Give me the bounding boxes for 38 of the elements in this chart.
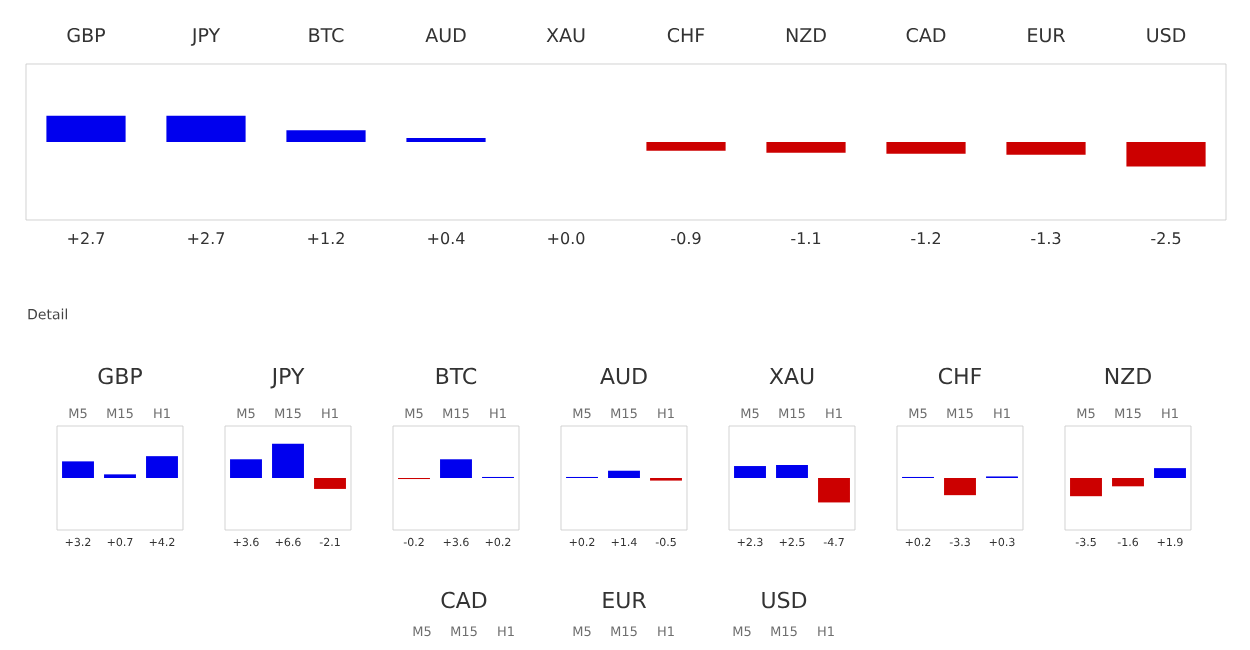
chart-title: CHF — [938, 367, 981, 385]
chart-title: BTC — [436, 367, 477, 385]
x-tick-label: XAU — [546, 28, 585, 43]
x-tick-label: EUR — [1028, 28, 1066, 43]
x-tick-label: BTC — [309, 27, 344, 43]
x-tick-label: JPY — [190, 28, 221, 46]
x-tick-label: GBP — [67, 27, 105, 43]
bar — [1126, 142, 1206, 167]
bar — [646, 142, 726, 151]
chart-title: GBP — [98, 367, 142, 385]
data-label: +2.7 — [68, 232, 105, 244]
chart-title: AUD — [600, 367, 647, 385]
bar — [1006, 142, 1086, 155]
text: USD — [762, 591, 807, 609]
data-label: -1.3 — [1031, 232, 1061, 245]
chart-title: XAU — [769, 367, 814, 385]
data-label: -0.9 — [671, 232, 701, 245]
bar — [166, 115, 246, 142]
data-label: +1.2 — [308, 232, 344, 244]
bar — [286, 130, 366, 142]
data-label: +0.4 — [428, 232, 465, 245]
bar — [46, 115, 126, 142]
bar — [766, 142, 846, 153]
chart-title: JPY — [270, 367, 305, 389]
data-label: -1.1 — [791, 232, 821, 244]
chart-title: NZD — [1105, 367, 1151, 384]
data-label: -2.5 — [1151, 232, 1181, 245]
x-tick-label: AUD — [425, 28, 466, 43]
bar — [886, 142, 966, 154]
data-label: +2.7 — [188, 232, 225, 244]
text: EUR — [603, 591, 647, 609]
x-tick-label: USD — [1147, 27, 1186, 43]
x-tick-label: NZD — [786, 28, 826, 42]
data-label: -1.2 — [911, 232, 941, 244]
data-label: +0.0 — [548, 232, 585, 245]
x-tick-label: CAD — [906, 27, 946, 43]
x-tick-label: CHF — [667, 27, 705, 43]
text: CAD — [441, 591, 487, 609]
